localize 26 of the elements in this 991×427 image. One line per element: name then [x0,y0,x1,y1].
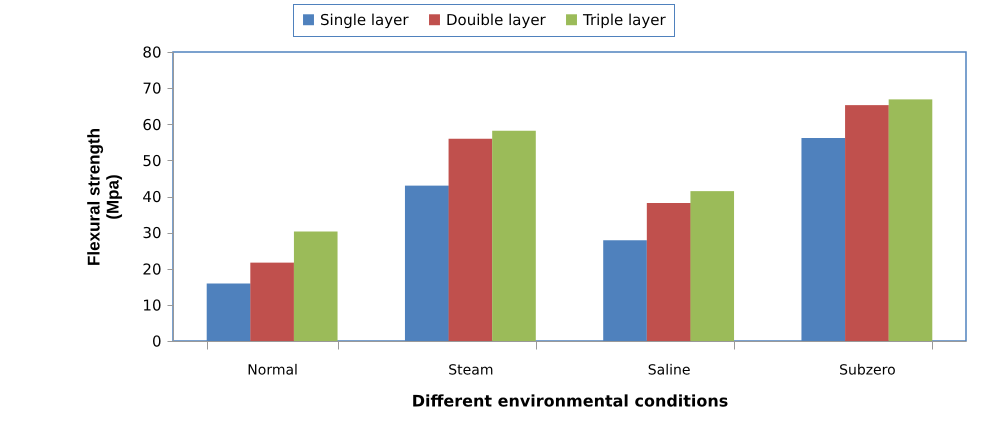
y-tick-label: 80 [142,44,162,62]
bar [646,203,690,341]
legend-label: Single layer [320,10,410,29]
bar [250,262,294,341]
y-tick-label: 50 [142,152,162,170]
x-tick-label: Normal [247,362,298,378]
x-axis-title: Different environmental conditions [412,392,728,410]
y-tick-label: 10 [142,296,162,314]
bar [690,191,734,341]
y-tick-label: 0 [152,332,162,350]
bar [492,130,536,341]
x-tick-label: Saline [648,362,690,378]
x-tick-label: Steam [448,362,494,378]
y-tick-label: 40 [142,188,162,206]
y-tick-label: 30 [142,224,162,242]
bar [448,138,492,341]
bar [294,232,338,341]
legend-label: Triple layer [582,10,666,29]
legend-label: Douible layer [446,10,547,29]
bar [888,99,932,341]
bar [845,105,889,341]
y-tick-label: 20 [142,260,162,278]
x-tick-label: Subzero [839,362,896,378]
y-tick-label: 60 [142,116,162,134]
y-axis-title: Flexural strength (Mpa) [84,128,122,266]
y-tick-label: 70 [142,80,162,98]
